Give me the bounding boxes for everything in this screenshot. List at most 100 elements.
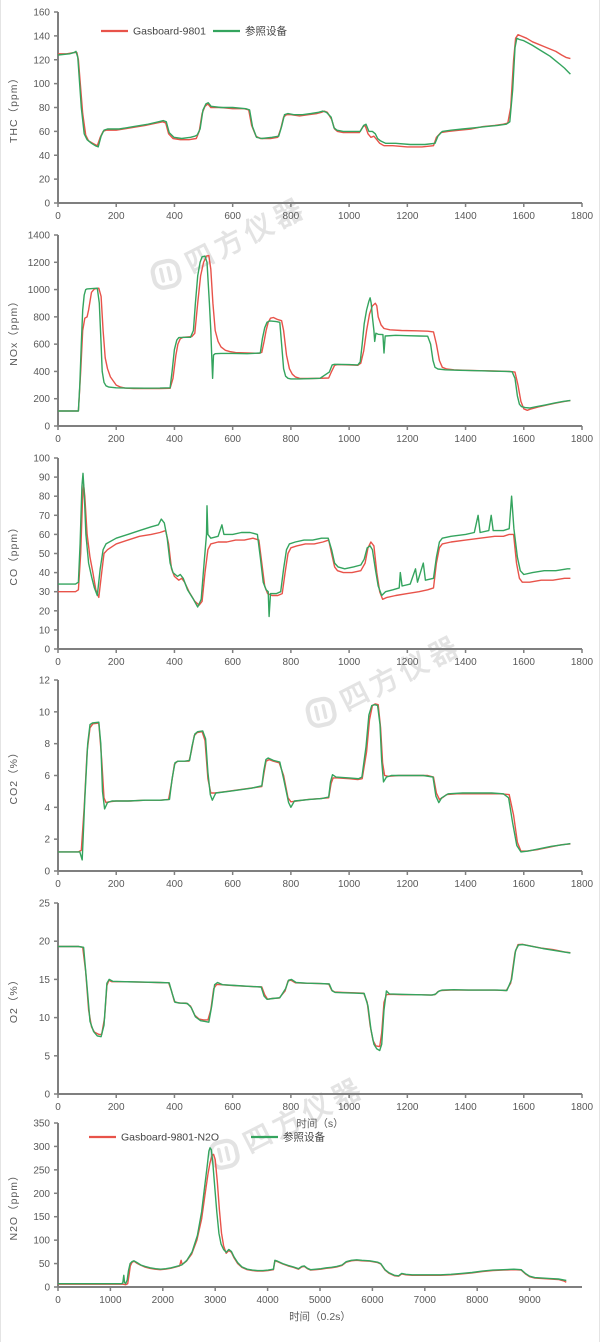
x-tick-label: 1600 (513, 657, 536, 668)
y-tick-label: 90 (39, 473, 51, 484)
y-tick-label: 10 (39, 1013, 51, 1024)
x-tick-label: 400 (166, 657, 183, 668)
x-tick-label: 200 (108, 1102, 125, 1113)
x-tick-label: 1400 (454, 879, 477, 890)
x-tick-label: 400 (166, 879, 183, 890)
x-tick-label: 800 (283, 434, 300, 445)
series-line-Gasboard-9801 (58, 484, 571, 606)
y-tick-label: 70 (39, 511, 51, 522)
x-tick-label: 800 (283, 879, 300, 890)
y-tick-label: 100 (33, 454, 50, 465)
x-tick-label: 0 (55, 879, 61, 890)
y-tick-label: 50 (39, 549, 51, 560)
x-tick-label: 1200 (396, 211, 419, 222)
y-tick-label: 160 (33, 8, 50, 19)
y-tick-label: 250 (33, 1165, 50, 1176)
x-tick-label: 4000 (256, 1295, 279, 1306)
y-tick-label: 40 (39, 568, 51, 579)
x-tick-label: 1600 (513, 1102, 536, 1113)
y-tick-label: 100 (33, 1236, 50, 1247)
x-tick-label: 6000 (361, 1295, 384, 1306)
x-axis-title: 时间（s） (296, 1117, 343, 1130)
series-line-参照设备 (57, 37, 571, 148)
y-tick-label: 10 (39, 707, 51, 718)
y-tick-label: 350 (33, 1119, 50, 1130)
y-tick-label: 30 (39, 587, 51, 598)
x-tick-label: 1600 (513, 879, 536, 890)
y-tick-label: 80 (39, 103, 51, 114)
series-line-参照设备 (58, 255, 571, 412)
y-axis-title: THC（ppm） (8, 72, 20, 143)
x-tick-label: 1400 (454, 657, 477, 668)
x-tick-label: 7000 (414, 1295, 437, 1306)
x-tick-label: 1400 (454, 434, 477, 445)
y-tick-label: 4 (44, 803, 50, 814)
x-tick-label: 1600 (513, 434, 536, 445)
x-tick-label: 1600 (513, 211, 536, 222)
y-tick-label: 200 (33, 1189, 50, 1200)
x-tick-label: 1800 (571, 657, 594, 668)
x-tick-label: 1200 (396, 434, 419, 445)
x-axis-title: 时间（0.2s） (289, 1310, 351, 1323)
series-line-参照设备 (58, 1147, 567, 1285)
x-tick-label: 1000 (99, 1295, 122, 1306)
x-tick-label: 8000 (466, 1295, 489, 1306)
series-line-Gasboard-9801 (58, 254, 571, 412)
x-tick-label: 3000 (204, 1295, 227, 1306)
chart-n2o: 0 50 100 150 200 250 300 350 0 1000 2000 3000 4000 50… (1, 1104, 600, 1342)
x-tick-label: 9000 (518, 1295, 541, 1306)
x-tick-label: 600 (224, 879, 241, 890)
x-tick-label: 800 (283, 211, 300, 222)
x-tick-label: 1800 (571, 879, 594, 890)
y-tick-label: 1200 (28, 258, 51, 269)
y-tick-label: 12 (39, 676, 51, 687)
y-tick-label: 0 (44, 645, 50, 656)
series-line-参照设备 (58, 943, 571, 1052)
y-tick-label: 1000 (28, 285, 51, 296)
x-tick-label: 200 (108, 879, 125, 890)
y-tick-label: 0 (44, 1090, 50, 1101)
y-tick-label: 25 (39, 899, 51, 910)
x-tick-label: 200 (108, 211, 125, 222)
x-tick-label: 5000 (309, 1295, 332, 1306)
y-tick-label: 60 (39, 530, 51, 541)
series-line-参照设备 (58, 704, 571, 861)
x-tick-label: 1800 (571, 1102, 594, 1113)
x-tick-label: 400 (166, 1102, 183, 1113)
x-tick-label: 600 (224, 1102, 241, 1113)
legend-label: 参照设备 (283, 1131, 325, 1144)
series-line-Gasboard-9801-N2O (58, 1153, 567, 1286)
x-tick-label: 0 (55, 434, 61, 445)
y-tick-label: 200 (33, 394, 50, 405)
y-tick-label: 8 (44, 739, 50, 750)
chart-o2: 0 5 10 15 20 25 0 200 400 600 800 1000 1200 1400 1600 1… (1, 895, 600, 1135)
chart-thc: 0 20 40 60 80 100 120 140 160 0 200 400 600 800 1000 12… (1, 4, 600, 227)
o2-plot: 0 5 10 15 20 25 0 200 400 600 800 1000 1200 1400 1600 1… (8, 899, 594, 1131)
y-tick-label: 0 (44, 422, 50, 433)
y-tick-label: 1400 (28, 231, 51, 242)
y-tick-label: 120 (33, 55, 50, 66)
y-tick-label: 20 (39, 175, 51, 186)
y-tick-label: 60 (39, 127, 51, 138)
x-tick-label: 400 (166, 434, 183, 445)
n2o-plot: 0 50 100 150 200 250 300 350 0 1000 2000 3000 4000 50… (8, 1119, 582, 1323)
x-tick-label: 1800 (571, 434, 594, 445)
x-tick-label: 1000 (338, 657, 361, 668)
x-tick-label: 0 (55, 657, 61, 668)
co2-plot: 0 2 4 6 8 10 12 0 200 400 600 800 1000 1200 1400 1600 18… (8, 676, 594, 891)
x-tick-label: 1200 (396, 657, 419, 668)
chart-co: 0 10 20 30 40 50 60 70 80 90 100 0 200 400 600 800 1000 1… (1, 450, 600, 673)
nox-plot: 0 200 400 600 800 1000 1200 1400 0 200 400 600 800 10… (8, 231, 594, 446)
y-tick-label: 800 (33, 312, 50, 323)
legend-label: Gasboard-9801 (133, 26, 206, 38)
y-tick-label: 6 (44, 771, 50, 782)
y-axis-title: N2O（ppm） (8, 1169, 20, 1240)
y-tick-label: 400 (33, 367, 50, 378)
x-tick-label: 1000 (338, 434, 361, 445)
y-tick-label: 140 (33, 31, 50, 42)
x-tick-label: 1000 (338, 879, 361, 890)
y-tick-label: 20 (39, 606, 51, 617)
chart-nox: 0 200 400 600 800 1000 1200 1400 0 200 400 600 800 10… (1, 227, 600, 450)
